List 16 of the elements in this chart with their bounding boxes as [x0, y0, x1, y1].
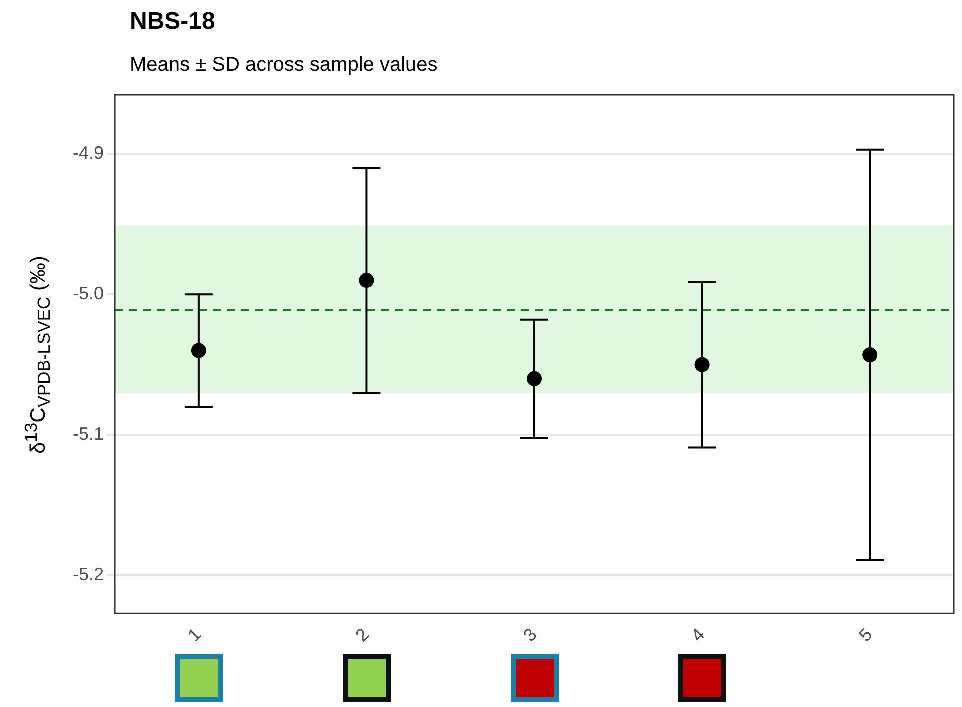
- point: [527, 371, 542, 386]
- chart-subtitle: Means ± SD across sample values: [130, 54, 438, 77]
- y-tick-label: -4.9: [72, 143, 104, 163]
- x-tick-label: 4: [687, 624, 709, 646]
- y-tick-label: -5.2: [72, 564, 104, 585]
- point: [359, 273, 374, 288]
- y-tick-label: -5.1: [72, 424, 104, 444]
- x-tick-label: 2: [352, 624, 374, 646]
- point: [191, 343, 206, 358]
- x-tick-label: 1: [184, 624, 206, 646]
- x-tick-label: 3: [520, 624, 541, 646]
- point: [694, 357, 710, 372]
- chart-title: NBS-18: [130, 8, 216, 36]
- y-tick-label: -5.0: [72, 284, 104, 304]
- point: [862, 348, 878, 363]
- x-tick-label: 5: [855, 624, 876, 646]
